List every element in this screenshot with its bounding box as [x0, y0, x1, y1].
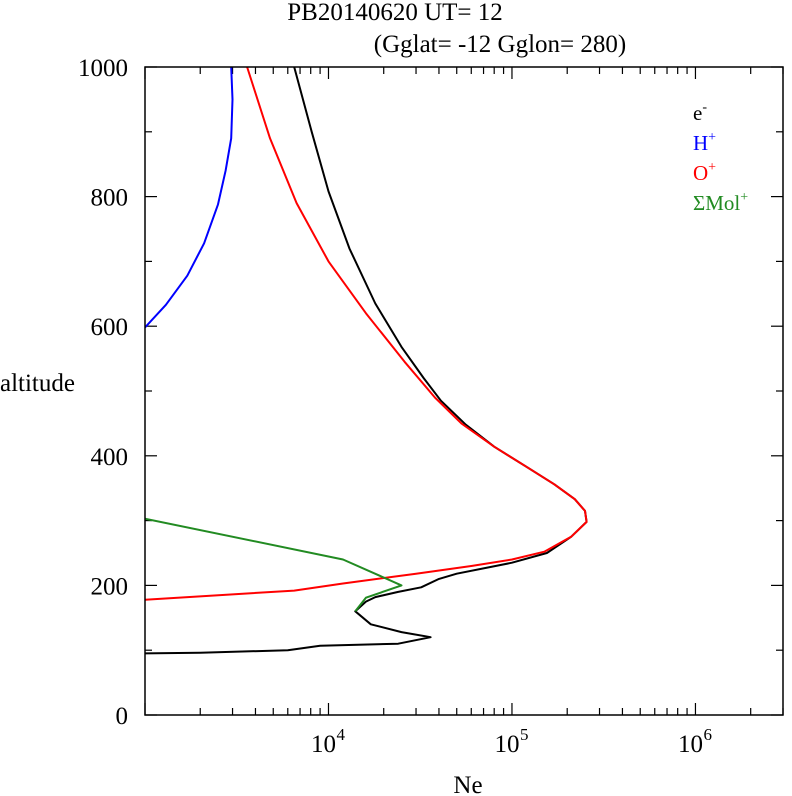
- series-line-o: [145, 67, 588, 601]
- chart-subtitle: (Gglat= -12 Gglon= 280): [374, 31, 626, 58]
- series-line-h: [145, 67, 234, 329]
- legend-item-o: O+: [693, 160, 716, 185]
- x-tick-label-exponent: 6: [703, 725, 712, 744]
- x-tick-label: 10: [494, 731, 519, 758]
- series-lines: [145, 67, 588, 655]
- plot-frame: [144, 66, 784, 716]
- x-tick-label-exponent: 4: [336, 725, 345, 744]
- legend-item-sum-mol: ΣMol+: [693, 190, 748, 215]
- y-tick-label: 0: [116, 703, 129, 730]
- y-tick-label: 800: [91, 185, 129, 212]
- series-line-e: [145, 67, 588, 655]
- y-tick-label: 400: [91, 444, 129, 471]
- legend-item-e: e-: [693, 100, 707, 125]
- x-tick-label: 10: [311, 731, 336, 758]
- x-axis-tick-labels: 10 4 10 5 10 6: [311, 725, 712, 758]
- y-tick-label: 600: [91, 314, 129, 341]
- y-axis-label: altitude: [0, 370, 75, 397]
- y-axis-tick-labels: 0 200 400 600 800 1000: [78, 55, 128, 730]
- series-line-sum-mol: [145, 517, 403, 612]
- chart-title: PB20140620 UT= 12: [287, 0, 503, 26]
- axis-ticks: [144, 66, 784, 716]
- y-tick-label: 200: [91, 573, 129, 600]
- x-axis-label: Ne: [453, 772, 482, 796]
- legend-item-h: H+: [693, 130, 716, 155]
- x-tick-label-exponent: 5: [520, 725, 529, 744]
- legend: e- H+ O+ ΣMol+: [693, 100, 748, 215]
- y-tick-label: 1000: [78, 55, 128, 82]
- x-tick-label: 10: [678, 731, 703, 758]
